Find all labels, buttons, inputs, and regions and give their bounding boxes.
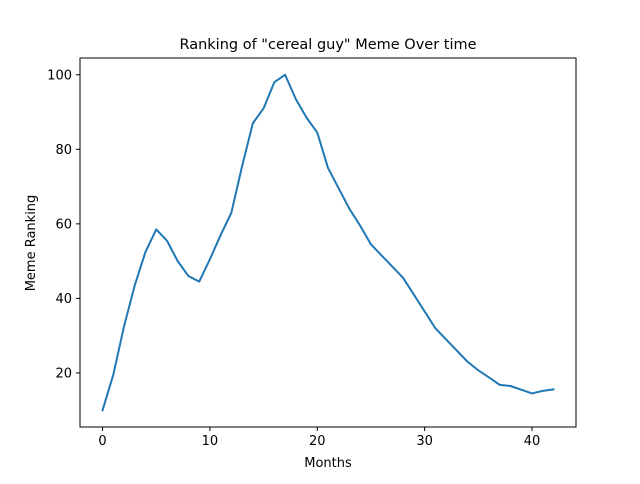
x-tick-label: 10 bbox=[202, 434, 219, 449]
axes-frame bbox=[79, 57, 577, 428]
plot-layer bbox=[79, 57, 577, 428]
y-tick-label: 40 bbox=[55, 292, 72, 307]
x-tick-label: 30 bbox=[416, 434, 433, 449]
y-tick-label: 60 bbox=[55, 217, 72, 232]
y-tick-label: 20 bbox=[55, 366, 72, 381]
y-tick-label: 100 bbox=[47, 68, 72, 83]
y-axis-label: Meme Ranking bbox=[24, 195, 39, 292]
series-line-1 bbox=[101, 73, 555, 412]
y-tick-label: 80 bbox=[55, 143, 72, 158]
x-axis-label: Months bbox=[304, 456, 352, 471]
ticks-layer: 0 10 20 30 40 20 40 60 80 100 bbox=[47, 68, 540, 449]
chart-title: Ranking of "cereal guy" Meme Over time bbox=[179, 37, 476, 53]
x-tick-label: 20 bbox=[309, 434, 326, 449]
x-tick-label: 40 bbox=[524, 434, 541, 449]
x-tick-label: 0 bbox=[98, 434, 106, 449]
